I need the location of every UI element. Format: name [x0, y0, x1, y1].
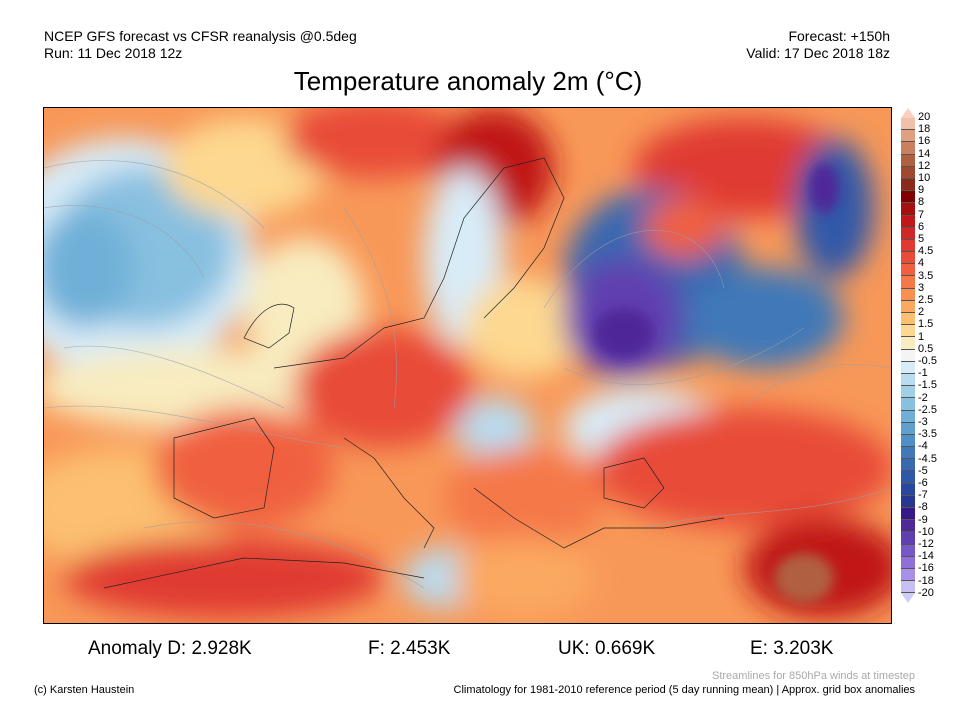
map-title: Temperature anomaly 2m (°C): [293, 66, 643, 96]
colorbar-swatch: [901, 483, 915, 496]
colorbar-swatch: [901, 361, 915, 374]
colorbar-label: -1: [918, 367, 928, 380]
model-description: NCEP GFS forecast vs CFSR reanalysis @0.…: [44, 28, 357, 44]
colorbar-label: -5: [918, 464, 928, 477]
colorbar-top-arrow: [901, 108, 915, 118]
colorbar-label: 2.5: [918, 294, 934, 306]
run-time: Run: 11 Dec 2018 12z: [44, 45, 183, 61]
colorbar-label: 5: [918, 233, 925, 245]
colorbar-label: -20: [918, 586, 934, 599]
colorbar-swatch: [901, 178, 915, 192]
colorbar-swatch: [901, 325, 915, 338]
colorbar-swatch: [901, 142, 915, 155]
colorbar-label: 16: [918, 135, 931, 148]
streamlines-note: Streamlines for 850hPa winds at timestep: [712, 670, 915, 682]
colorbar: [901, 108, 915, 604]
colorbar-label: 3: [918, 281, 925, 294]
colorbar-label: 3.5: [918, 269, 934, 282]
colorbar-label: 1.5: [918, 318, 934, 331]
colorbar-swatch: [901, 532, 915, 545]
colorbar-swatch: [901, 398, 915, 411]
copyright: (c) Karsten Haustein: [34, 684, 135, 696]
wind-streamlines: [44, 160, 891, 589]
colorbar-swatch: [901, 252, 915, 265]
colorbar-label: -2.5: [918, 403, 937, 416]
colorbar-label: 6: [918, 220, 925, 233]
valid-time: Valid: 17 Dec 2018 18z: [746, 45, 890, 61]
colorbar-label: 18: [918, 123, 931, 136]
temperature-anomaly-map: [43, 107, 892, 624]
colorbar-label: 14: [918, 147, 931, 160]
colorbar-label: -4: [918, 440, 928, 453]
colorbar-swatch: [901, 239, 915, 253]
anomaly-france: F: 2.453K: [368, 638, 451, 659]
colorbar-swatch: [901, 422, 915, 435]
colorbar-label: -4.5: [918, 452, 937, 465]
colorbar-swatch: [901, 313, 915, 326]
colorbar-label: 10: [918, 172, 931, 184]
colorbar-swatch: [901, 118, 915, 131]
colorbar-swatch: [901, 471, 915, 484]
colorbar-swatch: [901, 447, 915, 460]
anomaly-europe: E: 3.203K: [750, 638, 834, 659]
colorbar-label: -3.5: [918, 428, 937, 441]
colorbar-swatch: [901, 130, 915, 143]
colorbar-label: -10: [918, 525, 934, 538]
colorbar-label: -7: [918, 489, 928, 502]
anomaly-field: [44, 108, 891, 623]
colorbar-label: 0.5: [918, 342, 934, 355]
colorbar-swatch: [901, 288, 915, 301]
colorbar-swatch: [901, 520, 915, 533]
colorbar-swatch: [901, 276, 915, 289]
colorbar-swatch: [901, 373, 915, 387]
colorbar-label: 20: [918, 111, 931, 123]
colorbar-swatch: [901, 337, 915, 350]
colorbar-label: 7: [918, 208, 925, 221]
colorbar-label: 4: [918, 257, 925, 270]
forecast-hour: Forecast: +150h: [788, 28, 890, 44]
colorbar-swatch: [901, 154, 915, 167]
colorbar-swatch: [901, 434, 915, 448]
colorbar-swatch: [901, 508, 915, 521]
colorbar-bottom-arrow: [901, 593, 915, 604]
colorbar-label: -14: [918, 550, 934, 563]
colorbar-label: -16: [918, 562, 934, 575]
colorbar-label: 8: [918, 196, 925, 209]
anomaly-germany: Anomaly D: 2.928K: [88, 638, 252, 659]
colorbar-swatch: [901, 568, 915, 582]
colorbar-swatch: [901, 410, 915, 423]
colorbar-label: -12: [918, 538, 934, 550]
colorbar-swatch: [901, 264, 915, 277]
colorbar-label: -9: [918, 513, 928, 526]
colorbar-swatch: [901, 556, 915, 569]
coastlines: [103, 157, 725, 589]
colorbar-label: -18: [918, 574, 934, 587]
colorbar-label: -2: [918, 391, 928, 404]
anomaly-uk: UK: 0.669K: [558, 638, 656, 659]
colorbar-swatch: [901, 203, 915, 216]
colorbar-label: -8: [918, 501, 928, 514]
colorbar-label: -3: [918, 416, 928, 428]
colorbar-label: 2: [918, 306, 925, 319]
colorbar-swatch: [901, 300, 915, 313]
colorbar-label: -6: [918, 477, 928, 489]
colorbar-swatch: [901, 227, 915, 240]
colorbar-label: 1: [918, 330, 925, 343]
colorbar-swatch: [901, 459, 915, 472]
colorbar-swatch: [901, 349, 915, 362]
colorbar-swatch: [901, 386, 915, 399]
colorbar-swatch: [901, 166, 915, 179]
colorbar-label: 12: [918, 159, 931, 172]
colorbar-swatch: [901, 495, 915, 508]
colorbar-swatch: [901, 544, 915, 557]
colorbar-label: -0.5: [918, 355, 937, 367]
colorbar-swatch: [901, 215, 915, 228]
colorbar-label: 4.5: [918, 245, 934, 258]
climatology-note: Climatology for 1981-2010 reference peri…: [453, 684, 915, 696]
colorbar-label: 9: [918, 184, 925, 197]
colorbar-swatch: [901, 581, 915, 594]
colorbar-swatch: [901, 191, 915, 204]
map-title-wrap: Temperature anomaly 2m (°C): [0, 66, 960, 97]
colorbar-label: -1.5: [918, 379, 937, 392]
